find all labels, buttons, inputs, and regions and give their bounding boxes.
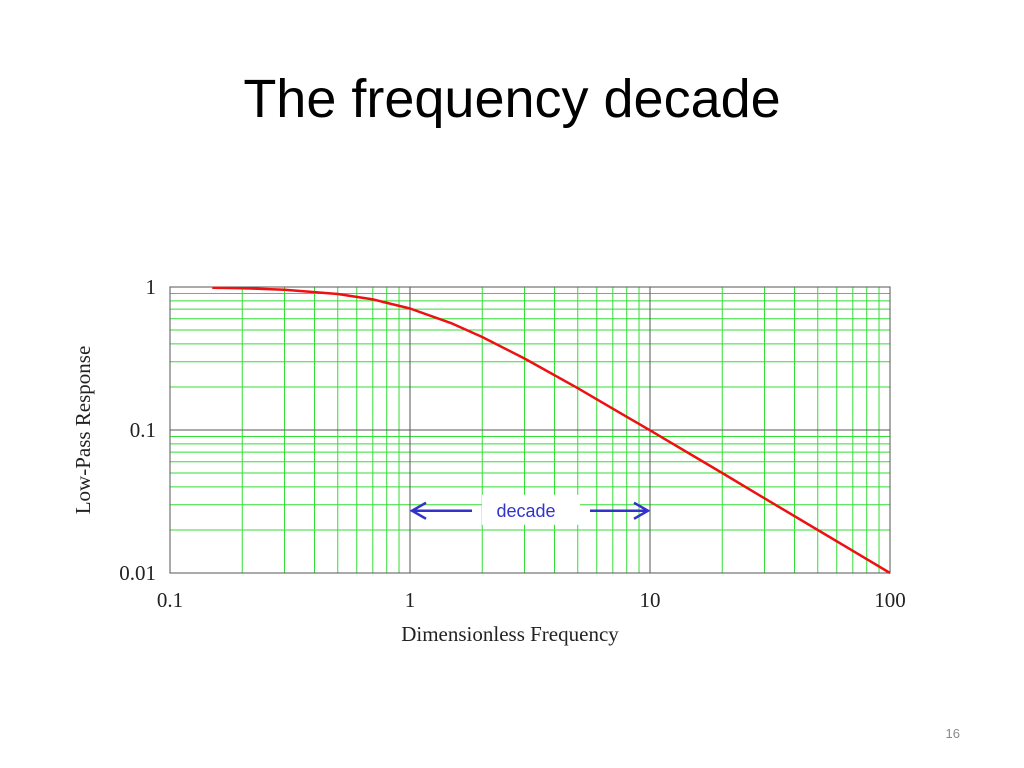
slide-number: 16 xyxy=(945,726,960,741)
y-tick-labels: 0.01 0.1 1 xyxy=(119,275,156,585)
decade-arrowhead-right xyxy=(633,501,651,520)
response-curve xyxy=(212,286,891,575)
decade-label-background xyxy=(482,494,580,525)
decade-arrowhead-left xyxy=(409,501,427,520)
y-tick-label: 0.1 xyxy=(130,418,156,442)
y-axis-title: Low-Pass Response xyxy=(71,346,95,515)
decade-annotation: decade xyxy=(409,494,651,525)
slide-title: The frequency decade xyxy=(243,69,781,129)
x-tick-label: 1 xyxy=(405,588,416,612)
x-tick-label: 10 xyxy=(640,588,661,612)
x-axis-title: Dimensionless Frequency xyxy=(401,622,619,646)
x-tick-labels: 0.1 1 10 100 xyxy=(157,588,906,612)
decade-label: decade xyxy=(496,501,555,521)
x-tick-label: 100 xyxy=(874,588,906,612)
y-tick-label: 0.01 xyxy=(119,561,156,585)
x-tick-label: 0.1 xyxy=(157,588,183,612)
y-tick-label: 1 xyxy=(146,275,157,299)
plot-frame xyxy=(169,286,891,574)
